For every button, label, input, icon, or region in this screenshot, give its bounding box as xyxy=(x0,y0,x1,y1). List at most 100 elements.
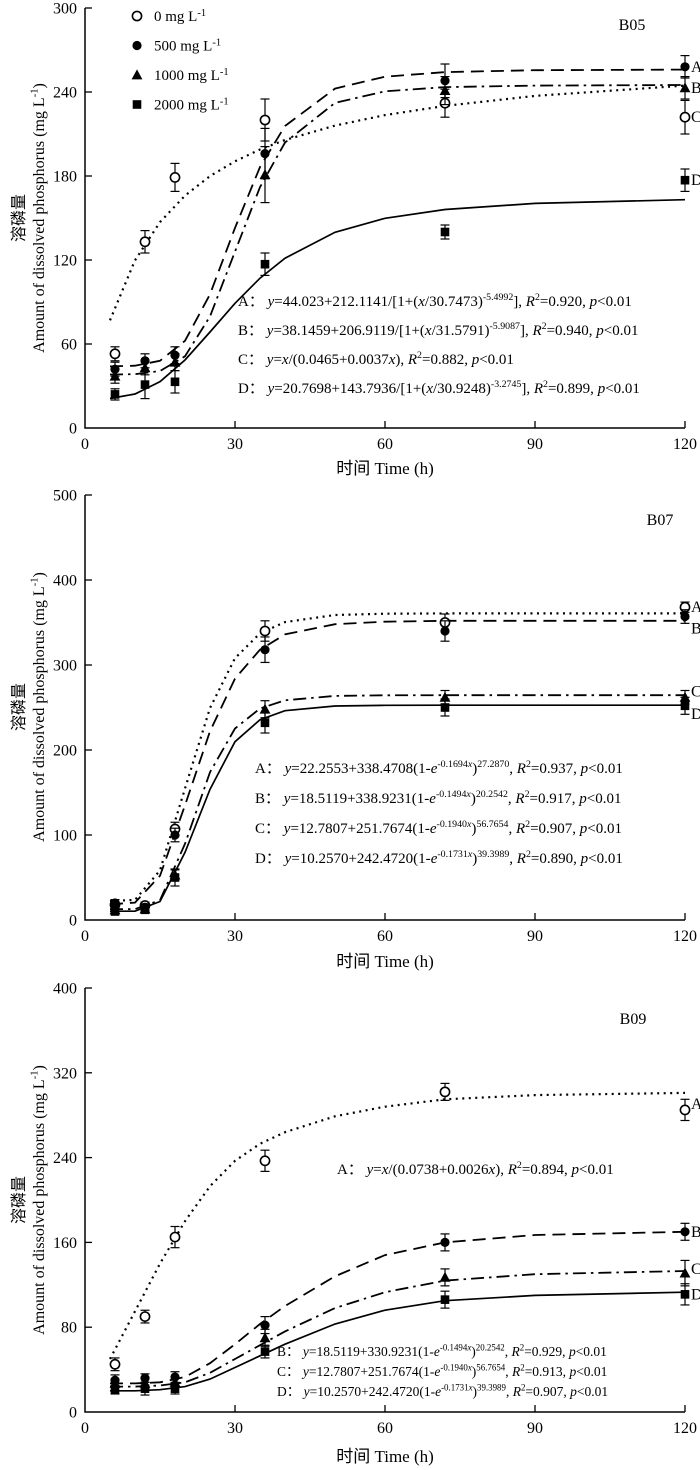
tick-marks xyxy=(85,7,686,428)
point-marker xyxy=(440,227,450,237)
y-tick-label: 60 xyxy=(61,337,77,354)
point-marker xyxy=(109,348,121,360)
equation-label: A： xyxy=(238,294,268,310)
point-marker xyxy=(439,1086,451,1098)
y-tick-label: 240 xyxy=(53,1150,77,1167)
point-marker xyxy=(110,907,120,916)
equation-D: D： y=10.2570+242.4720(1-e-0.1731x)39.398… xyxy=(277,1382,609,1399)
point-marker xyxy=(139,1311,151,1322)
equation-label: B： xyxy=(238,323,267,339)
x-tick-label: 0 xyxy=(81,436,89,453)
equation-label: B： xyxy=(255,791,284,807)
x-tick-label: 0 xyxy=(81,928,89,945)
series-points-D xyxy=(110,1283,690,1396)
y-axis-title-cn: 溶磷量 xyxy=(11,193,28,243)
equation-C: C： y=12.7807+251.7674(1-e-0.1940x)56.765… xyxy=(255,819,623,837)
curve-end-label-B: B xyxy=(691,621,700,638)
equation-B: B： y=18.5119+338.9231(1-e-0.1494x)20.254… xyxy=(255,789,622,807)
legend-label: 0 mg L-1 xyxy=(154,8,206,25)
x-tick-labels: 0 30 60 90 120 xyxy=(81,1420,697,1437)
point-marker xyxy=(259,169,271,179)
chart-svg-B05: 0 60 120 180 240 300 0 30 60 90 120 C AB D B05 0 mg L-1… xyxy=(53,1,700,454)
equation-label: A： xyxy=(255,761,285,777)
point-marker xyxy=(259,1332,271,1343)
x-tick-label: 60 xyxy=(377,928,393,945)
point-marker xyxy=(169,171,181,183)
y-axis-title: 溶磷量 Amount of dissolved phosphorus (mg L-… xyxy=(10,572,50,842)
point-marker xyxy=(680,701,690,711)
point-marker xyxy=(260,718,270,728)
legend-marker-circle-open xyxy=(131,10,143,22)
equation-label: C： xyxy=(255,821,284,837)
curve-end-label-A: A xyxy=(691,59,700,76)
point-marker xyxy=(109,1358,121,1370)
x-axis-title: 时间 Time (h) xyxy=(336,1447,434,1466)
point-marker xyxy=(110,1385,120,1395)
curve-end-label-C: C xyxy=(691,683,700,700)
y-axis-title-en: Amount of dissolved phosphorus (mg L-1) xyxy=(29,572,48,842)
y-tick-label: 120 xyxy=(53,253,77,270)
equation-A: A： y=44.023+212.1141/[1+(x/30.7473)-5.49… xyxy=(238,292,632,310)
y-tick-label: 160 xyxy=(53,1235,77,1252)
curve-end-label-C: C xyxy=(691,109,700,126)
x-axis-title: 时间 Time (h) xyxy=(336,952,434,971)
y-tick-label: 500 xyxy=(53,490,77,505)
point-marker xyxy=(139,236,151,248)
legend-marker-circle-filled xyxy=(132,40,142,51)
y-axis-title: 溶磷量 Amount of dissolved phosphorus (mg L-… xyxy=(10,1065,50,1335)
y-tick-label: 300 xyxy=(53,1,77,18)
equation-B: B： y=18.5119+330.9231(1-e-0.1494x)20.254… xyxy=(277,1342,607,1359)
point-marker xyxy=(109,370,121,381)
tick-marks xyxy=(85,494,686,920)
curve-end-label-D: D xyxy=(691,172,700,189)
point-marker xyxy=(110,898,120,908)
panel-label: B05 xyxy=(619,17,646,34)
y-tick-label: 400 xyxy=(53,573,77,590)
y-tick-label: 80 xyxy=(61,1320,77,1337)
point-marker xyxy=(260,645,270,655)
point-marker xyxy=(139,362,151,373)
curve-end-label-D: D xyxy=(691,1286,700,1303)
x-axis-title: 时间 Time (h) xyxy=(336,459,434,478)
y-axis-title-en: Amount of dissolved phosphorus (mg L-1) xyxy=(29,83,48,353)
legend-marker-triangle-filled xyxy=(131,69,143,80)
point-marker xyxy=(260,1320,270,1330)
equation-label: D： xyxy=(238,381,268,397)
equation-B: B： y=38.1459+206.9119/[1+(x/31.5791)-5.9… xyxy=(238,321,639,339)
curve-D xyxy=(110,704,685,913)
y-axis-title-cn: 溶磷量 xyxy=(11,682,28,732)
curve-D xyxy=(109,198,686,400)
point-marker xyxy=(140,905,150,915)
point-marker xyxy=(680,611,690,622)
equation-C: C： y=12.7807+251.7674(1-e-0.1940x)56.765… xyxy=(277,1362,608,1379)
point-marker xyxy=(259,1155,271,1167)
point-marker xyxy=(679,111,691,123)
point-marker xyxy=(169,1376,181,1387)
chart-svg-B07: 0 100 200 300 400 500 0 30 60 90 120 AB CD B07 xyxy=(53,490,700,945)
point-marker xyxy=(439,1271,451,1282)
legend-label: 2000 mg L-1 xyxy=(154,97,229,114)
point-marker xyxy=(680,62,690,72)
axes xyxy=(84,988,685,1413)
point-marker xyxy=(170,377,180,387)
tick-marks xyxy=(85,987,686,1412)
x-tick-label: 90 xyxy=(527,1420,543,1437)
x-tick-label: 30 xyxy=(227,1420,243,1437)
point-marker xyxy=(440,1237,450,1247)
point-marker xyxy=(110,390,120,399)
point-marker xyxy=(259,625,271,637)
curve-end-label-D: D xyxy=(691,706,700,723)
point-marker xyxy=(680,1227,690,1237)
curve-end-label-B: B xyxy=(691,80,700,97)
panel-label: B07 xyxy=(647,512,674,529)
equation-A: A： y=22.2553+338.4708(1-e-0.1694x)27.287… xyxy=(255,759,623,777)
curve-A xyxy=(109,68,686,368)
point-marker xyxy=(170,1384,180,1393)
x-tick-label: 120 xyxy=(673,436,697,453)
point-marker xyxy=(169,356,181,367)
x-tick-label: 30 xyxy=(227,436,243,453)
y-tick-label: 240 xyxy=(53,85,77,102)
panel-B07: 0 100 200 300 400 500 0 30 60 90 120 A B C D B07 A： y=2… xyxy=(0,490,700,980)
point-marker xyxy=(140,1384,150,1393)
